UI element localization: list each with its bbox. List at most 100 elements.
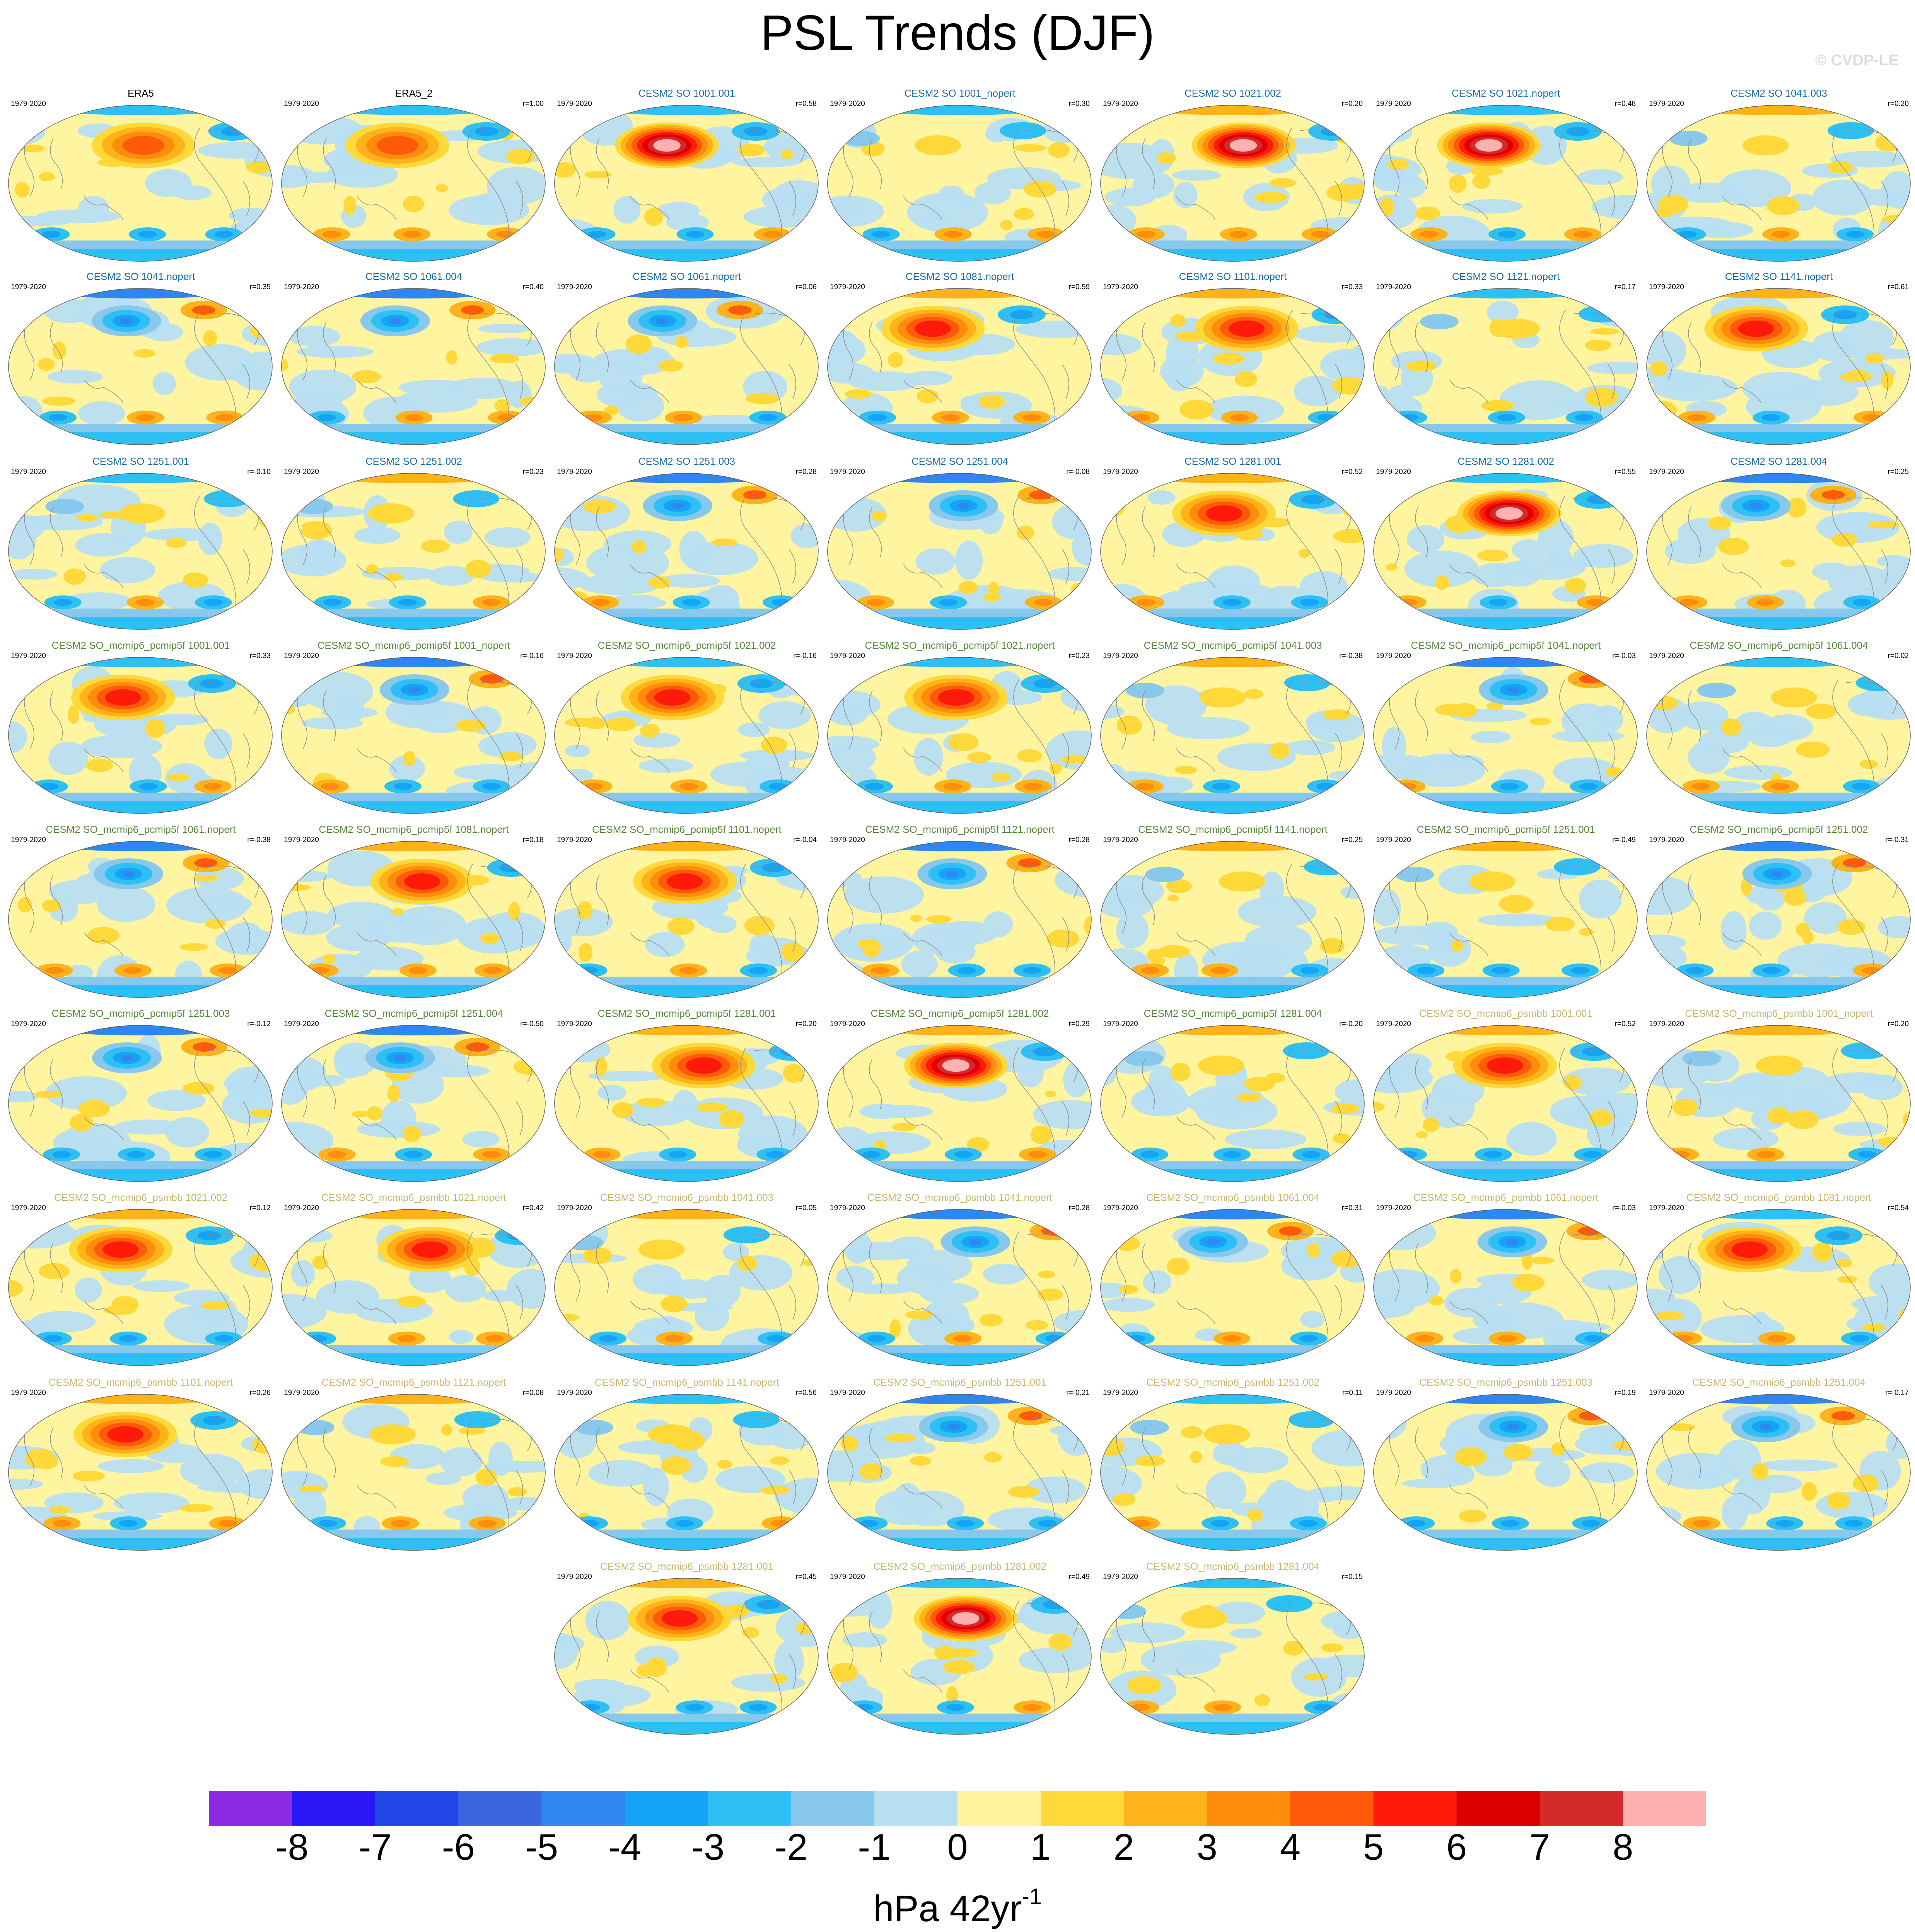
trend-blob: [1402, 1478, 1461, 1489]
coastline: [467, 863, 509, 979]
panel-title: CESM2 SO_mcmip6_pcmip5f 1281.002: [870, 1008, 1049, 1019]
trend-blob: [983, 1264, 1026, 1285]
trend-blob: [218, 967, 237, 974]
trend-blob: [1124, 1051, 1163, 1066]
trend-blob: [1821, 490, 1845, 500]
trend-blob: [1244, 689, 1263, 699]
trend-blob: [737, 1255, 757, 1271]
panel-title: CESM2 SO_mcmip6_pcmip5f 1021.nopert: [865, 639, 1055, 651]
trend-blob: [1836, 1258, 1852, 1268]
trend-blob: [1299, 1335, 1318, 1342]
map-border: [8, 841, 273, 998]
trend-blob: [1742, 135, 1789, 155]
trend-blob: [1551, 1442, 1565, 1456]
trend-blob: [917, 389, 939, 403]
southern-band: [9, 1353, 272, 1366]
coastline: [50, 690, 63, 741]
trend-blob: [760, 1486, 790, 1495]
panel-correlation: r=0.28: [1068, 836, 1090, 844]
trend-blob: [1652, 374, 1737, 402]
trend-blob: [1837, 919, 1866, 935]
trend-blob: [1713, 1127, 1778, 1150]
panel-correlation: r=0.06: [795, 283, 817, 291]
southern-band: [828, 249, 1091, 261]
coastline: [630, 748, 669, 772]
trend-blob: [1279, 1226, 1302, 1236]
trend-blob: [975, 182, 1011, 205]
trend-blob: [635, 1645, 679, 1668]
panel-title: ERA5: [128, 87, 154, 99]
trend-blob: [85, 759, 113, 772]
trend-blob: [749, 679, 773, 688]
trend-blob: [665, 1335, 684, 1342]
trend-blob: [744, 916, 775, 935]
panel-correlation: r=0.58: [795, 100, 817, 108]
trend-blob: [1019, 1411, 1043, 1420]
coastline: [1286, 679, 1328, 795]
trend-blob: [1487, 702, 1503, 710]
panel-title: CESM2 SO_mcmip6_pcmip5f 1251.002: [1690, 824, 1868, 835]
trend-blob: [1301, 967, 1319, 974]
map-border: [281, 841, 546, 998]
trend-blob: [1843, 858, 1866, 868]
trend-blob: [412, 1241, 448, 1258]
trend-blob: [1831, 532, 1857, 547]
trend-blob: [179, 943, 208, 951]
trend-blob: [828, 362, 874, 384]
trend-blob: [577, 901, 593, 920]
panel-period: 1979-2020: [11, 652, 46, 660]
trend-blob: [992, 772, 1011, 782]
coastline: [1176, 1300, 1215, 1324]
coastline: [740, 310, 782, 426]
trend-blob: [1487, 300, 1519, 324]
trend-blob: [588, 1071, 669, 1081]
trend-blob: [1137, 231, 1155, 238]
map-plot: [1373, 105, 1638, 262]
trend-blob: [1760, 1424, 1772, 1430]
trend-blob: [632, 540, 647, 554]
trend-blob: [939, 599, 958, 606]
trend-blob: [1145, 685, 1207, 725]
trend-blob: [604, 406, 619, 415]
panel-title: CESM2 SO_mcmip6_pcmip5f 1041.003: [1144, 639, 1322, 651]
trend-blob: [1137, 599, 1155, 606]
trend-blob: [1141, 967, 1160, 974]
trend-blob: [1470, 166, 1503, 176]
trend-blob: [888, 352, 903, 368]
colorbar-tick-label: -7: [358, 1826, 392, 1868]
trend-blob: [1294, 325, 1364, 343]
map-panel: CESM2 SO_mcmip6_psmbb 1141.nopert 1979-20…: [551, 1376, 822, 1554]
trend-blob: [638, 1240, 685, 1260]
panel-period: 1979-2020: [830, 836, 865, 844]
panel-period: 1979-2020: [1376, 468, 1411, 476]
trend-blob: [1852, 599, 1871, 606]
coastline: [1142, 1058, 1155, 1109]
coastline: [1176, 1116, 1215, 1140]
trend-blob: [1746, 885, 1782, 905]
panel-period: 1979-2020: [830, 652, 865, 660]
panel-title: CESM2 SO 1281.004: [1730, 455, 1828, 467]
trend-blob: [1580, 1462, 1634, 1483]
coastline: [1142, 138, 1155, 189]
panel-period: 1979-2020: [557, 652, 592, 660]
southern-band: [282, 617, 545, 629]
trend-blob: [1586, 495, 1610, 504]
trend-blob: [1435, 576, 1449, 590]
trend-blob: [689, 414, 767, 426]
colorbar-box: [1456, 1791, 1540, 1826]
trend-blob: [980, 1313, 1003, 1327]
trend-blob: [871, 967, 890, 974]
trend-blob: [555, 1635, 584, 1652]
map-plot: [1100, 1578, 1365, 1735]
trend-blob: [1298, 549, 1311, 558]
coastline: [84, 196, 123, 220]
trend-blob: [1323, 709, 1351, 720]
trend-blob: [48, 370, 103, 384]
trend-blob: [1816, 1492, 1888, 1519]
coastline: [194, 1231, 236, 1347]
trend-blob: [588, 1460, 655, 1487]
trend-blob: [299, 1485, 326, 1492]
coastline: [84, 564, 123, 588]
trend-blob: [459, 1427, 485, 1435]
map-plot: [8, 288, 273, 445]
